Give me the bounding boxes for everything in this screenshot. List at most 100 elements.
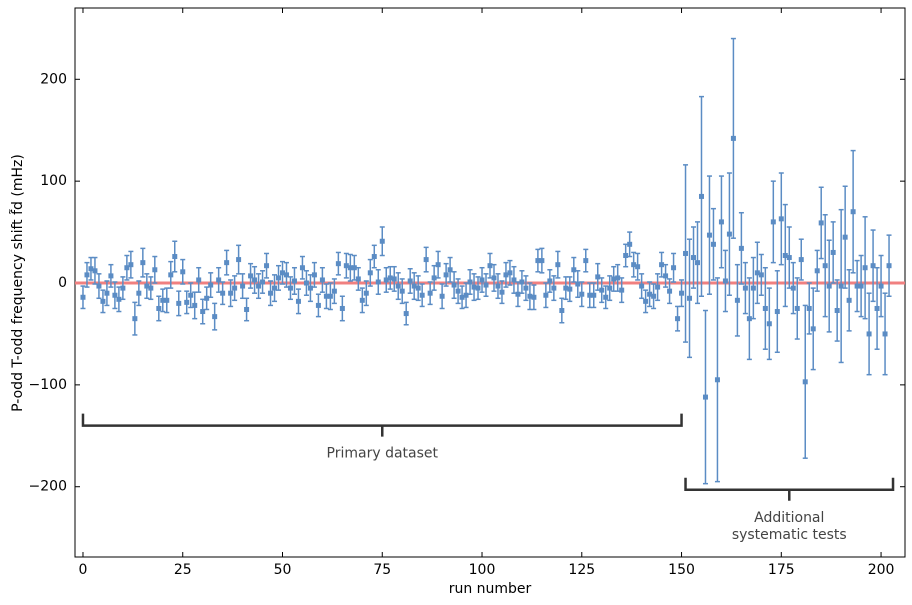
marker — [583, 258, 589, 264]
marker — [287, 285, 293, 291]
error-point — [311, 261, 317, 288]
marker — [555, 262, 561, 268]
error-point — [702, 309, 708, 485]
error-point — [467, 269, 473, 295]
marker — [858, 283, 864, 289]
marker — [611, 276, 617, 282]
marker — [264, 263, 270, 269]
error-point — [256, 273, 262, 300]
marker — [112, 292, 118, 298]
error-point — [850, 149, 856, 274]
marker — [762, 305, 768, 311]
error-point — [639, 273, 645, 300]
marker — [591, 292, 597, 298]
marker — [276, 275, 282, 281]
marker — [228, 290, 234, 296]
marker — [224, 260, 230, 266]
error-point — [710, 207, 716, 281]
marker — [842, 234, 848, 240]
marker — [232, 285, 238, 291]
error-point — [415, 275, 421, 302]
error-point — [659, 251, 665, 278]
marker — [459, 294, 465, 300]
marker — [307, 285, 313, 291]
marker — [774, 309, 780, 315]
marker — [806, 305, 812, 311]
error-point — [786, 226, 792, 289]
error-point — [295, 288, 301, 315]
error-point — [307, 274, 313, 303]
error-point — [818, 186, 824, 260]
error-point — [814, 249, 820, 292]
marker — [104, 290, 110, 296]
error-point — [499, 280, 505, 305]
error-point — [479, 266, 485, 293]
marker — [124, 265, 130, 271]
error-point — [435, 250, 441, 279]
marker — [168, 272, 174, 278]
marker — [100, 298, 106, 304]
error-point — [878, 254, 884, 318]
error-point — [687, 238, 693, 359]
marker — [850, 209, 856, 215]
error-point — [798, 238, 804, 281]
marker — [706, 232, 712, 238]
error-point — [870, 229, 876, 303]
x-tick-label: 200 — [868, 562, 895, 578]
error-point — [272, 274, 278, 303]
y-tick-label: 100 — [40, 173, 67, 189]
marker — [679, 290, 685, 296]
marker — [447, 267, 453, 273]
error-point — [280, 260, 285, 285]
marker — [722, 278, 728, 284]
error-point — [523, 275, 529, 302]
error-point — [774, 270, 780, 354]
x-tick-label: 100 — [469, 562, 496, 578]
marker — [834, 308, 840, 314]
marker — [551, 285, 557, 291]
error-point — [559, 297, 565, 324]
marker — [379, 238, 385, 244]
marker — [84, 272, 90, 278]
marker — [579, 291, 585, 297]
error-point — [403, 301, 409, 326]
marker — [331, 288, 337, 294]
marker — [870, 263, 876, 269]
marker — [283, 272, 289, 278]
marker — [786, 255, 792, 261]
marker — [152, 267, 158, 273]
marker — [164, 297, 170, 303]
error-point — [407, 267, 413, 294]
marker — [495, 283, 501, 289]
error-point — [124, 254, 130, 281]
error-point — [790, 261, 796, 315]
marker — [144, 283, 150, 289]
marker — [539, 258, 545, 264]
error-point — [834, 279, 840, 342]
error-point — [539, 247, 545, 274]
error-point — [663, 263, 669, 288]
marker — [846, 297, 852, 303]
error-point — [475, 276, 481, 301]
marker — [563, 285, 569, 291]
marker — [750, 285, 756, 291]
error-point — [148, 276, 154, 301]
marker — [746, 316, 752, 322]
error-point — [794, 277, 800, 340]
marker — [695, 260, 700, 266]
marker — [140, 260, 146, 266]
marker — [754, 270, 760, 276]
error-point — [192, 291, 198, 320]
marker — [184, 299, 190, 305]
error-point — [842, 185, 848, 289]
error-point — [128, 250, 134, 279]
error-point — [423, 246, 429, 273]
error-point — [599, 277, 605, 304]
marker — [363, 290, 369, 296]
marker — [818, 220, 824, 226]
marker — [639, 283, 645, 289]
marker — [491, 275, 497, 281]
marker — [643, 298, 649, 304]
marker — [415, 285, 421, 291]
